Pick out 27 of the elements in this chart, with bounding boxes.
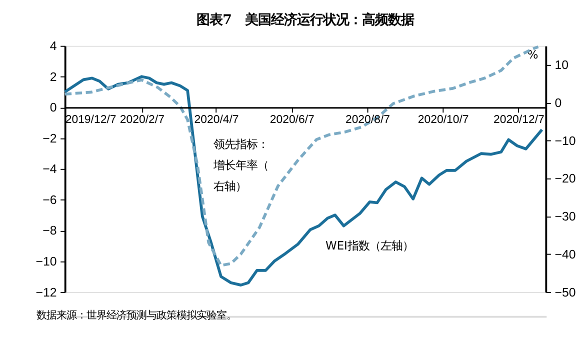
x-tick-label: 2020/2/7 (120, 114, 164, 126)
x-tick-label: 2020/12/7 (493, 114, 544, 126)
line-series (63, 75, 544, 286)
y-tick-label: −4 (42, 162, 57, 176)
series-label: WEI指数（左轴） (326, 238, 414, 253)
y-tick-label: −2 (42, 131, 57, 146)
series-label: 领先指标：增长年率（右轴） (212, 136, 269, 193)
y2-tick-label: 0 (554, 96, 562, 110)
y2-tick-label: −40 (554, 247, 576, 262)
x-tick-label: 2020/6/7 (270, 114, 314, 126)
y-tick-label: 4 (50, 39, 57, 54)
y2-tick-label: −20 (554, 172, 576, 186)
y2-tick-label: −50 (554, 285, 576, 300)
y2-tick-label: −10 (554, 134, 576, 148)
y-tick-label: −12 (36, 285, 57, 300)
x-tick-label: 2020/4/7 (194, 114, 239, 126)
y2-tick-label: −30 (554, 210, 576, 224)
y-tick-label: 2 (50, 70, 57, 84)
y-tick-label: 0 (50, 100, 57, 115)
y-tick-label: −8 (42, 224, 57, 238)
source-note: 数据来源：世界经济预测与政策模拟实验室。 (36, 310, 236, 322)
y-tick-label: −10 (36, 254, 57, 269)
chart-title: 图表7 美国经济运行状况：高频数据 (196, 12, 414, 28)
x-tick-label: 2020/10/7 (418, 114, 469, 126)
y-tick-label: −6 (42, 192, 57, 207)
x-tick-label: 2020/8/7 (345, 114, 390, 126)
y2-tick-label: 10 (554, 58, 569, 72)
